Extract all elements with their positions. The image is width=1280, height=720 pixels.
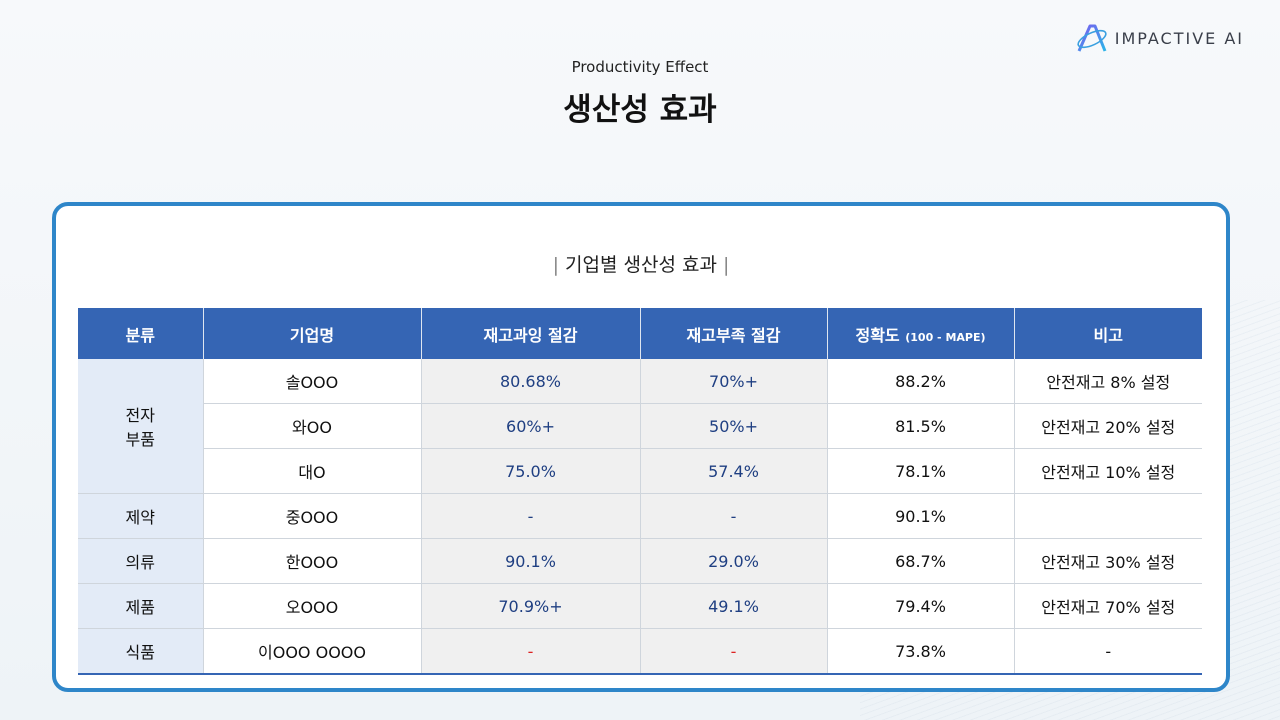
header-company: 기업명	[202, 308, 421, 359]
page-title: 생산성 효과	[563, 92, 717, 128]
category-cell: 식품	[78, 628, 203, 675]
table-header-row: 분류 기업명 재고과잉 절감 재고부족 절감 정확도 (100 - MAPE) …	[78, 308, 1202, 359]
category-cell: 전자 부품	[78, 359, 203, 494]
accuracy-cell: 73.8%	[826, 628, 1014, 675]
category-cell: 의류	[78, 538, 203, 584]
header-accuracy-label: 정확도	[855, 325, 900, 345]
company-cell: 오OOO	[202, 583, 421, 629]
accuracy-cell: 78.1%	[826, 448, 1014, 494]
category-cell: 제약	[78, 493, 203, 539]
accuracy-cell: 79.4%	[826, 583, 1014, 629]
brand-name: IMPACTIVE AI	[1114, 28, 1244, 48]
overstock-cell: 70.9%+	[420, 583, 640, 629]
overstock-cell: -	[420, 493, 640, 539]
remarks-cell: 안전재고 30% 설정	[1013, 538, 1202, 584]
impactive-logo-icon	[1077, 24, 1107, 52]
accuracy-cell: 81.5%	[826, 403, 1014, 449]
table-row: 와OO 60%+ 50%+ 81.5% 안전재고 20% 설정	[78, 403, 1202, 449]
brand-logo: IMPACTIVE AI	[1075, 22, 1244, 54]
remarks-cell: -	[1013, 628, 1202, 675]
shortage-cell: 70%+	[639, 359, 827, 404]
remarks-cell: 안전재고 8% 설정	[1013, 359, 1202, 404]
table-row: 제약 중OOO - - 90.1%	[78, 493, 1202, 539]
accuracy-cell: 88.2%	[826, 359, 1014, 404]
table-row: 제품 오OOO 70.9%+ 49.1% 79.4% 안전재고 70% 설정	[78, 583, 1202, 629]
productivity-table: 분류 기업명 재고과잉 절감 재고부족 절감 정확도 (100 - MAPE) …	[78, 308, 1202, 675]
overstock-cell: 60%+	[420, 403, 640, 449]
category-cell: 제품	[78, 583, 203, 629]
shortage-cell: 50%+	[639, 403, 827, 449]
remarks-cell	[1013, 493, 1202, 539]
overstock-cell: 90.1%	[420, 538, 640, 584]
header-shortage: 재고부족 절감	[639, 308, 827, 359]
shortage-cell: 49.1%	[639, 583, 827, 629]
header-category: 분류	[78, 308, 203, 359]
company-cell: 솔OOO	[202, 359, 421, 404]
company-cell: 와OO	[202, 403, 421, 449]
section-title-text: 기업별 생산성 효과	[565, 254, 717, 276]
table-row: 의류 한OOO 90.1% 29.0% 68.7% 안전재고 30% 설정	[78, 538, 1202, 584]
overstock-cell: 80.68%	[420, 359, 640, 404]
page-subtitle: Productivity Effect	[571, 58, 709, 76]
section-title: | 기업별 생산성 효과 |	[56, 250, 1226, 277]
shortage-cell: 29.0%	[639, 538, 827, 584]
table-row: 전자 부품 솔OOO 80.68% 70%+ 88.2% 안전재고 8% 설정	[78, 359, 1202, 494]
company-cell: 대O	[202, 448, 421, 494]
shortage-cell: -	[639, 628, 827, 675]
company-cell: 이OOO OOOO	[202, 628, 421, 675]
title-bar-left: |	[552, 254, 560, 276]
accuracy-cell: 90.1%	[826, 493, 1014, 539]
remarks-cell: 안전재고 20% 설정	[1013, 403, 1202, 449]
header-remarks: 비고	[1013, 308, 1202, 359]
remarks-cell: 안전재고 10% 설정	[1013, 448, 1202, 494]
table-row: 식품 이OOO OOOO - - 73.8% -	[78, 628, 1202, 675]
accuracy-cell: 68.7%	[826, 538, 1014, 584]
content-card: | 기업별 생산성 효과 | 분류 기업명 재고과잉 절감 재고부족 절감 정확도 …	[52, 202, 1230, 692]
overstock-cell: 75.0%	[420, 448, 640, 494]
overstock-cell: -	[420, 628, 640, 675]
shortage-cell: -	[639, 493, 827, 539]
remarks-cell: 안전재고 70% 설정	[1013, 583, 1202, 629]
header-accuracy-note: (100 - MAPE)	[905, 330, 986, 344]
header-accuracy: 정확도 (100 - MAPE)	[826, 308, 1014, 359]
company-cell: 한OOO	[202, 538, 421, 584]
table-row: 대O 75.0% 57.4% 78.1% 안전재고 10% 설정	[78, 448, 1202, 494]
shortage-cell: 57.4%	[639, 448, 827, 494]
title-bar-right: |	[722, 254, 730, 276]
header-overstock: 재고과잉 절감	[420, 308, 640, 359]
company-cell: 중OOO	[202, 493, 421, 539]
